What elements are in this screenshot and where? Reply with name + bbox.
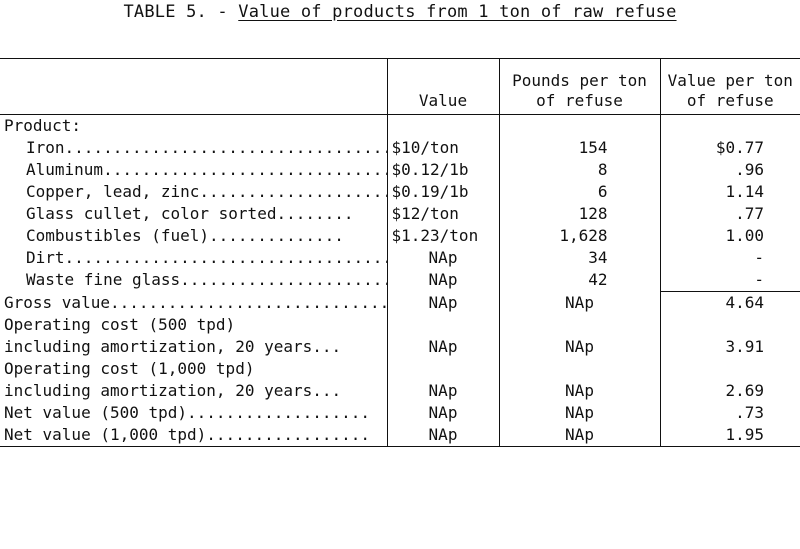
row-pounds: 8 (498, 159, 660, 181)
row-pounds: NAp (498, 291, 660, 314)
table-row: Glass cullet, color sorted........ $12/t… (0, 203, 800, 225)
row-pounds: 34 (498, 247, 660, 269)
row-label: Dirt....................................… (26, 248, 387, 267)
net-value-500-row: Net value (500 tpd)................... N… (0, 402, 800, 424)
products-value-table: Value Pounds per ton of refuse Value per … (0, 58, 800, 447)
table-row: Waste fine glass...................... N… (0, 269, 800, 292)
table-row: Copper, lead, zinc..................... … (0, 181, 800, 203)
row-pounds: 6 (498, 181, 660, 203)
row-value: NAp (386, 424, 499, 447)
section-row: Product: (0, 114, 800, 137)
row-value-per-ton: .96 (659, 159, 800, 181)
row-label: Net value (500 tpd)................... (4, 403, 371, 422)
row-value-per-ton: .73 (659, 402, 800, 424)
row-pounds: NAp (498, 402, 660, 424)
row-value-per-ton: - (659, 247, 800, 269)
row-label: Operating cost (500 tpd) (4, 315, 236, 334)
row-label: Copper, lead, zinc..................... (26, 182, 387, 201)
table-row: Combustibles (fuel).............. $1.23/… (0, 225, 800, 247)
table-title: TABLE 5. - Value of products from 1 ton … (0, 2, 800, 22)
table-row: Iron................................... … (0, 137, 800, 159)
row-label: Gross value.............................… (4, 292, 387, 312)
operating-cost-500-row-cont: including amortization, 20 years... NAp … (0, 336, 800, 358)
row-value-per-ton: 4.64 (659, 291, 800, 314)
row-pounds: 128 (498, 203, 660, 225)
row-label-cont: including amortization, 20 years... (4, 337, 342, 356)
row-label: Waste fine glass...................... (26, 270, 387, 290)
gross-value-row: Gross value.............................… (0, 291, 800, 314)
row-pounds: NAp (498, 336, 660, 358)
operating-cost-500-row: Operating cost (500 tpd) (0, 314, 800, 336)
row-label: Iron................................... (26, 138, 387, 157)
row-value-per-ton: 2.69 (659, 380, 800, 402)
row-value: NAp (386, 291, 499, 314)
row-value: NAp (386, 269, 499, 292)
table-row: Dirt....................................… (0, 247, 800, 269)
header-value: Value (386, 58, 499, 115)
row-value: NAp (386, 402, 499, 424)
row-value: NAp (386, 380, 499, 402)
row-value: $0.19/1b (386, 181, 499, 203)
header-blank (0, 58, 387, 115)
operating-cost-1000-row: Operating cost (1,000 tpd) (0, 358, 800, 380)
row-label: Operating cost (1,000 tpd) (4, 359, 255, 378)
row-value-per-ton: 1.95 (659, 424, 800, 447)
row-value-per-ton: .77 (659, 203, 800, 225)
row-pounds: 154 (498, 137, 660, 159)
row-pounds: NAp (498, 380, 660, 402)
row-value-per-ton: - (659, 269, 800, 292)
section-label: Product: (4, 116, 82, 135)
row-value-per-ton: 3.91 (659, 336, 800, 358)
row-label-cont: including amortization, 20 years... (4, 381, 342, 400)
header-row: Value Pounds per ton of refuse Value per … (0, 58, 800, 115)
row-value: $12/ton (386, 203, 499, 225)
table-title-prefix: TABLE 5. - (123, 2, 239, 22)
row-value-per-ton: 1.14 (659, 181, 800, 203)
row-pounds: NAp (498, 424, 660, 447)
row-label: Glass cullet, color sorted........ (26, 204, 354, 223)
row-value: NAp (386, 247, 499, 269)
row-value: NAp (386, 336, 499, 358)
row-value: $0.12/1b (386, 159, 499, 181)
operating-cost-1000-row-cont: including amortization, 20 years... NAp … (0, 380, 800, 402)
row-label: Aluminum............................... (26, 160, 387, 179)
row-value-per-ton: 1.00 (659, 225, 800, 247)
row-label: Combustibles (fuel).............. (26, 226, 344, 245)
net-value-1000-row: Net value (1,000 tpd)................. N… (0, 424, 800, 447)
row-pounds: 1,628 (498, 225, 660, 247)
row-value-per-ton: $0.77 (659, 137, 800, 159)
row-pounds: 42 (498, 269, 660, 292)
table-row: Aluminum............................... … (0, 159, 800, 181)
row-label: Net value (1,000 tpd)................. (0, 424, 387, 447)
row-value: $1.23/ton (386, 225, 499, 247)
header-value-per-ton: Value per ton of refuse (659, 58, 800, 115)
row-value: $10/ton (386, 137, 499, 159)
table-title-text: Value of products from 1 ton of raw refu… (238, 2, 677, 22)
header-pounds: Pounds per ton of refuse (498, 58, 660, 115)
